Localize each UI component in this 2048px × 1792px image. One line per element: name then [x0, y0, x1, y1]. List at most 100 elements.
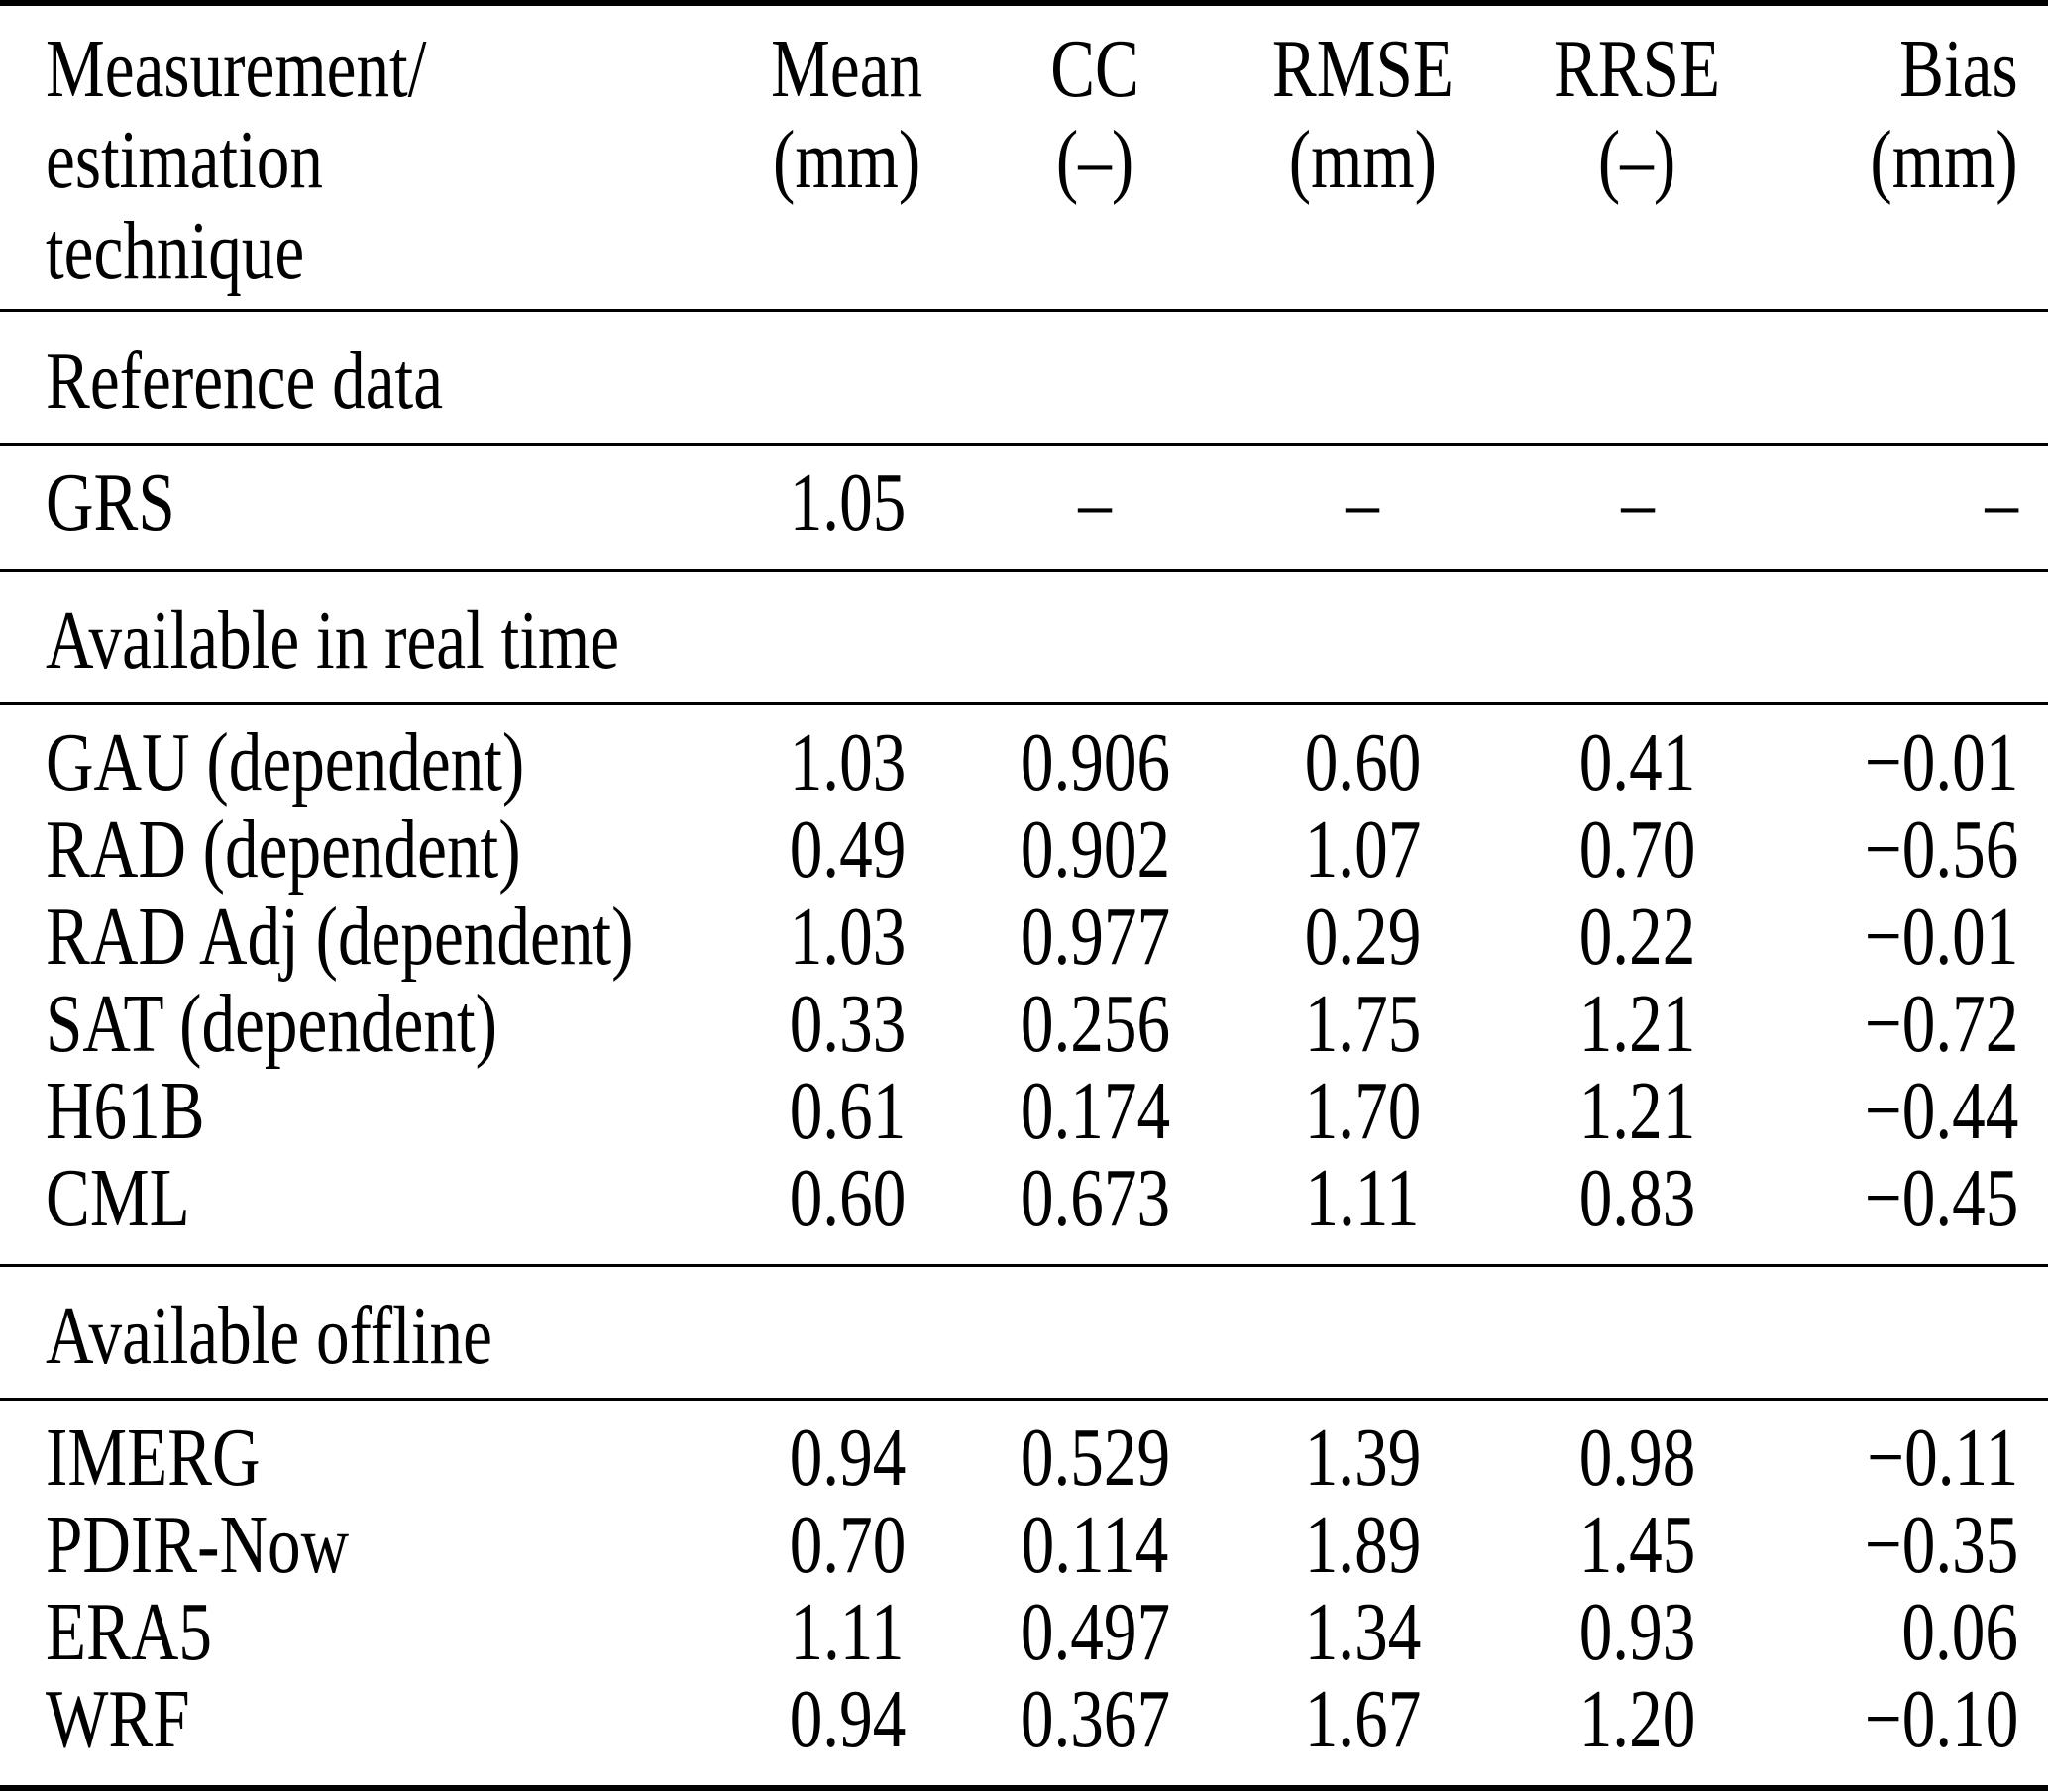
cell-text: −0.01	[1864, 716, 2019, 808]
section-header-row: Reference data	[0, 310, 2048, 446]
cell-bias: −0.01	[1779, 894, 2048, 981]
cell-mean: 1.05	[733, 445, 961, 571]
header-unit: (mm)	[1870, 114, 2018, 206]
cell-rrse: 0.83	[1496, 1155, 1779, 1266]
cell-bias: −0.45	[1779, 1155, 2048, 1266]
cell-rrse: 0.22	[1496, 894, 1779, 981]
column-header-rmse: RMSE (mm)	[1229, 3, 1496, 312]
cell-mean: 0.70	[733, 1502, 961, 1589]
cell-mean: 0.61	[733, 1068, 961, 1155]
cell-rmse: 1.70	[1229, 1068, 1496, 1155]
column-header-cc: CC (–)	[961, 3, 1229, 312]
cell-text: 1.67	[1304, 1673, 1421, 1765]
cell-cc: –	[961, 445, 1229, 571]
header-bias-text: Bias (mm)	[1871, 24, 2018, 206]
header-unit: (–)	[1055, 114, 1134, 206]
cell-text: 0.174	[1020, 1065, 1170, 1157]
cell-text: SAT (dependent)	[46, 978, 497, 1070]
cell-text: −0.01	[1864, 891, 2019, 983]
cell-technique: GAU (dependent)	[0, 704, 733, 807]
cell-cc: 0.673	[961, 1155, 1229, 1266]
cell-technique: RAD Adj (dependent)	[0, 894, 733, 981]
table-row: SAT (dependent) 0.33 0.256 1.75 1.21 −0.…	[0, 981, 2048, 1068]
cell-text: 0.70	[1578, 803, 1696, 896]
cell-text: 0.906	[1020, 716, 1170, 808]
cell-text: 0.529	[1020, 1412, 1170, 1504]
cell-technique: RAD (dependent)	[0, 806, 733, 894]
section-header-row: Available offline	[0, 1265, 2048, 1401]
cell-rmse: 1.89	[1229, 1502, 1496, 1589]
section-available-offline: Available offline IMERG 0.94 0.529 1.39 …	[0, 1265, 2048, 1788]
cell-cc: 0.367	[961, 1676, 1229, 1788]
header-label: Bias	[1899, 23, 2018, 115]
cell-text: 1.89	[1304, 1499, 1421, 1591]
section-title-text: Available offline	[46, 1290, 492, 1382]
cell-text: 1.21	[1578, 978, 1696, 1070]
cell-text: 0.60	[789, 1152, 906, 1244]
cell-text: 0.70	[789, 1499, 906, 1591]
cell-technique: ERA5	[0, 1589, 733, 1676]
cell-text: −0.45	[1864, 1152, 2019, 1244]
table-row: IMERG 0.94 0.529 1.39 0.98 −0.11	[0, 1400, 2048, 1503]
cell-cc: 0.497	[961, 1589, 1229, 1676]
cell-text: 1.05	[789, 457, 906, 549]
cell-rrse: 1.21	[1496, 1068, 1779, 1155]
cell-text: 1.20	[1578, 1673, 1696, 1765]
cell-text: −0.10	[1864, 1673, 2019, 1765]
cell-text: RAD (dependent)	[46, 803, 521, 896]
cell-text: RAD Adj (dependent)	[46, 891, 634, 983]
cell-text: −0.56	[1864, 803, 2019, 896]
cell-text: 1.39	[1304, 1412, 1421, 1504]
header-technique-text: Measurement/ estimation technique	[46, 24, 426, 297]
cell-text: −0.11	[1866, 1412, 2018, 1504]
cell-text: 0.29	[1304, 891, 1421, 983]
cell-text: 0.902	[1020, 803, 1170, 896]
cell-rmse: 1.07	[1229, 806, 1496, 894]
section-title: Available in real time	[0, 570, 2048, 705]
cell-bias: –	[1779, 445, 2048, 571]
section-available-in-real-time: Available in real time GAU (dependent) 1…	[0, 570, 2048, 1266]
cell-text: 0.497	[1020, 1586, 1170, 1678]
cell-text: 1.21	[1578, 1065, 1696, 1157]
cell-text: 0.94	[789, 1673, 906, 1765]
cell-bias: −0.10	[1779, 1676, 2048, 1788]
header-unit: (mm)	[773, 114, 921, 206]
cell-text: 1.45	[1578, 1499, 1696, 1591]
cell-bias: −0.01	[1779, 704, 2048, 807]
cell-rrse: 1.20	[1496, 1676, 1779, 1788]
cell-text: ERA5	[46, 1586, 212, 1678]
cell-text: GAU (dependent)	[46, 716, 525, 808]
table-row: H61B 0.61 0.174 1.70 1.21 −0.44	[0, 1068, 2048, 1155]
section-title: Reference data	[0, 310, 2048, 446]
column-header-mean: Mean (mm)	[733, 3, 961, 312]
cell-bias: −0.35	[1779, 1502, 2048, 1589]
header-mean-text: Mean (mm)	[771, 24, 922, 206]
cell-technique: WRF	[0, 1676, 733, 1788]
section-title-text: Available in real time	[46, 594, 620, 686]
cell-text: 1.34	[1304, 1586, 1421, 1678]
cell-rmse: 1.11	[1229, 1155, 1496, 1266]
cell-rmse: 1.67	[1229, 1676, 1496, 1788]
cell-rrse: 1.45	[1496, 1502, 1779, 1589]
cell-text: H61B	[46, 1065, 205, 1157]
cell-text: 1.03	[789, 716, 906, 808]
cell-text: 0.33	[789, 978, 906, 1070]
section-title-text: Reference data	[46, 335, 444, 427]
cell-mean: 1.03	[733, 704, 961, 807]
cell-cc: 0.906	[961, 704, 1229, 807]
section-reference-data: Reference data GRS 1.05 – – – –	[0, 310, 2048, 571]
cell-rrse: 0.93	[1496, 1589, 1779, 1676]
cell-technique: CML	[0, 1155, 733, 1266]
cell-text: 0.93	[1578, 1586, 1696, 1678]
header-rmse-text: RMSE (mm)	[1272, 24, 1454, 206]
cell-rrse: 1.21	[1496, 981, 1779, 1068]
cell-text: 1.03	[789, 891, 906, 983]
header-line: estimation	[46, 114, 323, 206]
cell-rmse: –	[1229, 445, 1496, 571]
cell-text: 1.11	[1305, 1152, 1420, 1244]
cell-rmse: 0.60	[1229, 704, 1496, 807]
column-header-bias: Bias (mm)	[1779, 3, 2048, 312]
header-label: CC	[1050, 23, 1139, 115]
cell-text: 0.22	[1578, 891, 1696, 983]
